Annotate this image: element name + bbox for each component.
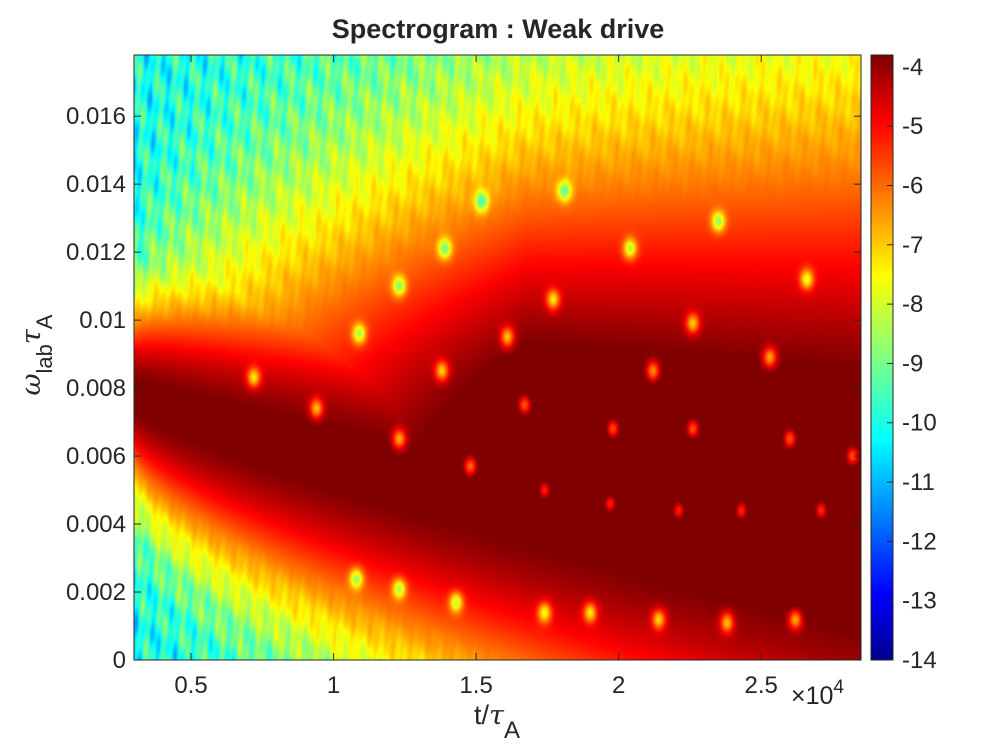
colorbar-tick-label: -8 (902, 291, 923, 318)
chart-title: Spectrogram : Weak drive (332, 14, 665, 44)
colorbar-tick-label: -4 (902, 54, 923, 81)
x-tick-label: 1 (327, 672, 340, 699)
spectrogram-heatmap (134, 55, 861, 660)
y-tick-label: 0.006 (66, 443, 126, 470)
colorbar-gradient (870, 54, 894, 661)
x-tick-label: 0.5 (174, 672, 207, 699)
colorbar-tick-label: -9 (902, 350, 923, 377)
plot-frame (133, 54, 862, 661)
y-axis-label: ωlabτA (16, 314, 57, 395)
y-tick-label: 0.008 (66, 375, 126, 402)
colorbar-tick-label: -12 (902, 528, 937, 555)
colorbar-tick-label: -13 (902, 588, 937, 615)
y-tick-label: 0.002 (66, 579, 126, 606)
plot-area: 0.5 1 1.5 2 2.5 0 0.002 0.004 0.006 0.008 0.01 0.0… (66, 54, 862, 699)
y-tick-label: 0.014 (66, 171, 126, 198)
colorbar-tick-label: -10 (902, 410, 937, 437)
x-multiplier: ×104 (791, 677, 844, 710)
y-ticks: 0 0.002 0.004 0.006 0.008 0.01 0.012 0.014 0.016 (66, 103, 861, 674)
colorbar: -4 -5 -6 -7 -8 -9 -10 -11 -12 -13 -14 (870, 54, 937, 674)
colorbar-tick-label: -7 (902, 232, 923, 259)
y-tick-label: 0 (113, 647, 126, 674)
x-axis-label: t/τA (474, 700, 520, 744)
x-tick-label: 1.5 (459, 672, 492, 699)
colorbar-tick-label: -5 (902, 113, 923, 140)
x-tick-label: 2 (612, 672, 625, 699)
y-tick-label: 0.01 (79, 307, 126, 334)
y-tick-label: 0.004 (66, 511, 126, 538)
colorbar-tick-label: -14 (902, 647, 937, 674)
x-tick-label: 2.5 (745, 672, 778, 699)
colorbar-tick-label: -6 (902, 172, 923, 199)
colorbar-tick-label: -11 (902, 469, 935, 496)
x-ticks: 0.5 1 1.5 2 2.5 (174, 55, 778, 699)
colorbar-ticks: -4 -5 -6 -7 -8 -9 -10 -11 -12 -13 -14 (887, 54, 937, 674)
y-tick-label: 0.016 (66, 103, 126, 130)
y-tick-label: 0.012 (66, 239, 126, 266)
